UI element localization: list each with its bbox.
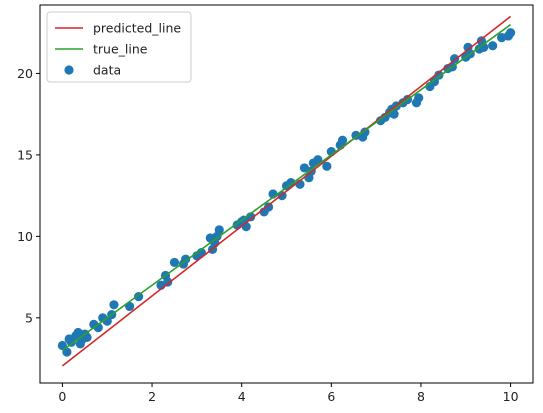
x-tick-label: 6: [327, 389, 335, 404]
data-point: [109, 300, 118, 309]
legend-label: true_line: [93, 42, 148, 57]
legend-label: predicted_line: [93, 21, 181, 36]
data-point: [506, 28, 515, 37]
data-point: [488, 41, 497, 50]
x-tick-label: 2: [148, 389, 156, 404]
x-axis: 0 2 4 6 8 10: [58, 383, 518, 404]
x-tick-label: 8: [417, 389, 425, 404]
y-tick-label: 15: [17, 147, 33, 162]
y-tick-label: 20: [17, 66, 33, 81]
x-tick-label: 4: [238, 389, 246, 404]
x-tick-label: 10: [503, 389, 519, 404]
y-tick-label: 5: [25, 310, 33, 325]
y-tick-label: 10: [17, 229, 33, 244]
legend-label: data: [93, 63, 121, 78]
y-axis: 5 10 15 20: [17, 66, 40, 325]
x-tick-label: 0: [58, 389, 66, 404]
legend-swatch-data: [64, 65, 73, 74]
